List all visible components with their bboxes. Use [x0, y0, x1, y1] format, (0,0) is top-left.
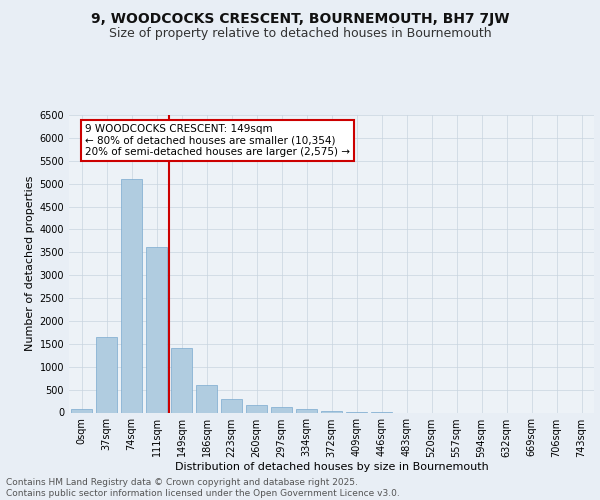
Bar: [71, 409, 92, 412]
X-axis label: Distribution of detached houses by size in Bournemouth: Distribution of detached houses by size …: [175, 462, 488, 472]
Bar: [246, 405, 267, 412]
Text: Size of property relative to detached houses in Bournemouth: Size of property relative to detached ho…: [109, 28, 491, 40]
Bar: [146, 247, 167, 412]
Y-axis label: Number of detached properties: Number of detached properties: [25, 176, 35, 352]
Bar: [96, 337, 117, 412]
Text: 9, WOODCOCKS CRESCENT, BOURNEMOUTH, BH7 7JW: 9, WOODCOCKS CRESCENT, BOURNEMOUTH, BH7 …: [91, 12, 509, 26]
Bar: [221, 398, 242, 412]
Bar: [321, 410, 342, 412]
Bar: [296, 409, 317, 412]
Bar: [121, 179, 142, 412]
Text: Contains HM Land Registry data © Crown copyright and database right 2025.
Contai: Contains HM Land Registry data © Crown c…: [6, 478, 400, 498]
Bar: [171, 348, 192, 412]
Text: 9 WOODCOCKS CRESCENT: 149sqm
← 80% of detached houses are smaller (10,354)
20% o: 9 WOODCOCKS CRESCENT: 149sqm ← 80% of de…: [85, 124, 350, 157]
Bar: [271, 407, 292, 412]
Bar: [196, 385, 217, 412]
